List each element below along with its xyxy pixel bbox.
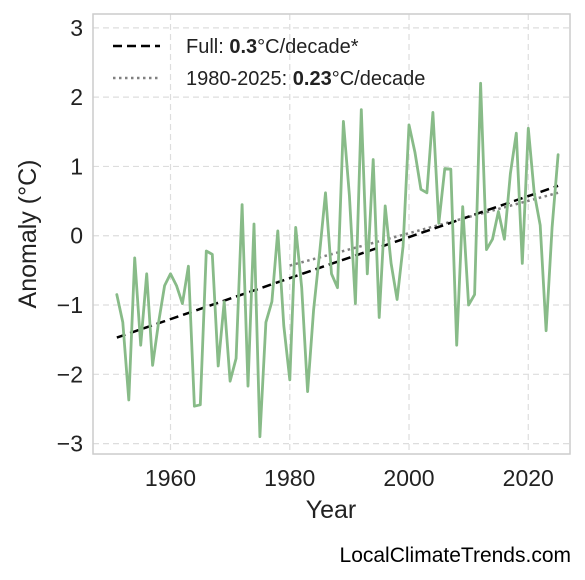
- x-axis-label: Year: [306, 496, 357, 524]
- y-tick-label: −2: [57, 361, 83, 387]
- y-tick-label: −3: [57, 431, 83, 457]
- y-tick-label: 3: [70, 15, 83, 41]
- y-tick-label: 1: [70, 153, 83, 179]
- legend-full-label: Full: 0.3°C/decade*: [186, 36, 359, 58]
- y-tick-labels: 3 2 1 0 −1 −2 −3: [57, 15, 83, 457]
- credit-text: LocalClimateTrends.com: [339, 544, 571, 567]
- y-tick-label: −1: [57, 292, 83, 318]
- anomaly-series-line: [115, 81, 560, 439]
- y-tick-label: 0: [70, 223, 83, 249]
- x-tick-label: 1960: [145, 465, 196, 491]
- x-tick-label: 2020: [503, 465, 554, 491]
- trend-line-1980-2025: [289, 191, 559, 267]
- series: [115, 81, 560, 439]
- x-tick-labels: 1960 1980 2000 2020: [145, 465, 554, 491]
- x-tick-label: 2000: [383, 465, 434, 491]
- legend: Full: 0.3°C/decade* 1980-2025: 0.23°C/de…: [113, 36, 425, 90]
- plot-frame: [92, 13, 571, 455]
- plot-area: [93, 14, 570, 454]
- y-axis-label: Anomaly (°C): [14, 160, 42, 309]
- x-tick-label: 1980: [264, 465, 315, 491]
- y-tick-label: 2: [70, 84, 83, 110]
- legend-recent-label: 1980-2025: 0.23°C/decade: [186, 68, 425, 90]
- grid: [93, 14, 570, 454]
